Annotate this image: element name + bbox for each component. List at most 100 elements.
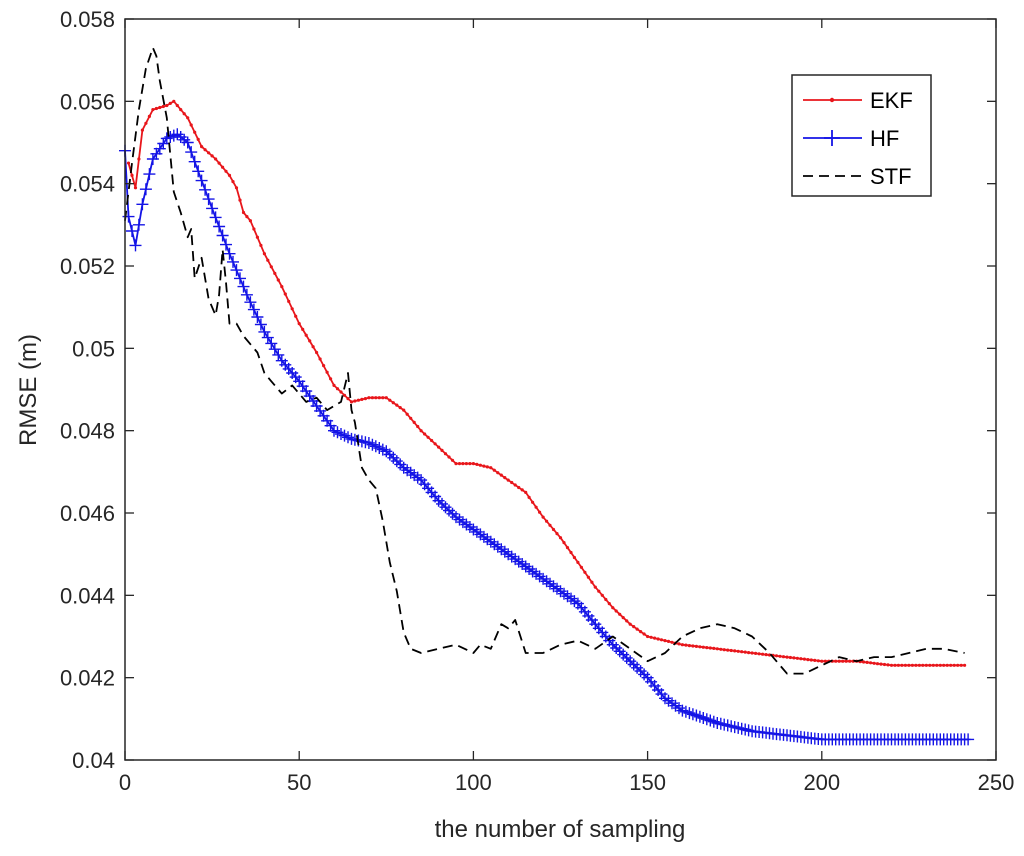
ekf-point-marker — [691, 644, 695, 648]
hf-point-marker — [143, 168, 156, 181]
ekf-point-marker — [531, 500, 535, 504]
ekf-point-marker — [221, 165, 225, 169]
x-tick-label: 100 — [455, 770, 492, 795]
ekf-point-marker — [475, 462, 479, 466]
ekf-point-marker — [266, 258, 270, 262]
ekf-point-marker — [304, 333, 308, 337]
ekf-point-marker — [489, 466, 493, 470]
legend-label-stf: STF — [870, 164, 912, 189]
ekf-point-marker — [781, 655, 786, 659]
ekf-point-marker — [565, 546, 570, 550]
ekf-point-marker — [600, 593, 604, 597]
hf-point-marker — [185, 146, 198, 159]
y-tick-label: 0.048 — [60, 419, 115, 444]
ekf-point-marker — [374, 396, 378, 400]
ekf-point-marker — [294, 314, 298, 318]
ekf-point-marker — [959, 663, 963, 667]
y-tick-label: 0.058 — [60, 7, 115, 32]
hf-point-marker — [234, 272, 246, 285]
hf-point-marker — [192, 165, 205, 178]
ekf-point-marker — [503, 476, 507, 480]
ekf-point-marker — [802, 657, 807, 661]
ekf-point-marker — [767, 653, 772, 657]
ekf-point-marker — [426, 435, 430, 439]
ekf-point-marker — [813, 658, 817, 663]
y-tick-label: 0.05 — [72, 336, 115, 361]
x-tick-label: 50 — [287, 770, 311, 795]
ekf-point-marker — [788, 655, 793, 660]
ekf-point-marker — [308, 339, 312, 343]
ekf-point-marker — [353, 399, 357, 403]
ekf-point-marker — [158, 105, 162, 110]
series-hf — [119, 128, 975, 746]
ekf-point-marker — [604, 597, 608, 602]
ekf-point-marker — [837, 659, 841, 663]
ekf-point-marker — [412, 420, 416, 424]
ekf-point-marker — [360, 397, 364, 401]
ekf-point-marker — [450, 458, 455, 462]
ekf-point-marker — [356, 398, 360, 402]
ekf-point-marker — [844, 659, 848, 663]
legend-entry-ekf: EKF — [803, 88, 913, 113]
ekf-point-marker — [137, 157, 141, 161]
hf-point-marker — [199, 183, 212, 196]
ekf-point-marker — [468, 462, 472, 466]
ekf-point-marker — [255, 235, 259, 239]
hf-point-marker — [129, 239, 142, 252]
ekf-point-marker — [322, 364, 326, 368]
ekf-point-marker — [179, 108, 183, 112]
hf-point-marker — [132, 218, 145, 231]
ekf-point-marker — [193, 130, 197, 134]
ekf-point-marker — [335, 387, 340, 391]
ekf-point-marker — [956, 663, 960, 667]
ekf-point-marker — [318, 357, 322, 361]
hf-point-marker — [220, 238, 232, 251]
ekf-point-marker — [729, 648, 733, 653]
ekf-point-marker — [792, 656, 796, 660]
ekf-point-marker — [196, 137, 200, 141]
ekf-point-marker — [754, 651, 758, 656]
ekf-point-marker — [632, 625, 636, 629]
ekf-point-marker — [910, 663, 915, 667]
ekf-point-marker — [248, 219, 252, 223]
ekf-point-marker — [914, 663, 918, 667]
series-ekf — [126, 99, 967, 667]
ekf-point-marker — [423, 432, 427, 436]
ekf-point-marker — [680, 643, 685, 647]
ekf-point-marker — [841, 659, 845, 663]
ekf-point-marker — [161, 104, 165, 109]
x-tick-label: 150 — [629, 770, 666, 795]
ekf-point-marker — [133, 186, 138, 190]
ekf-point-marker — [889, 663, 894, 667]
ekf-point-marker — [269, 265, 273, 269]
ekf-point-marker — [635, 627, 639, 631]
ekf-point-marker — [921, 663, 925, 667]
ekf-point-marker — [722, 648, 726, 652]
ekf-point-marker — [301, 327, 305, 331]
ekf-point-marker — [848, 659, 852, 663]
ekf-point-marker — [349, 400, 354, 404]
hf-point-marker — [247, 303, 260, 316]
ekf-point-marker — [471, 462, 475, 466]
ekf-point-marker — [165, 103, 169, 108]
series-line-stf — [124, 46, 965, 675]
hf-point-marker — [962, 733, 975, 746]
ekf-point-marker — [287, 299, 291, 303]
ekf-point-marker — [384, 396, 388, 400]
y-tick-label: 0.044 — [60, 583, 115, 608]
ekf-point-marker — [214, 157, 218, 161]
ekf-point-marker — [388, 398, 392, 402]
ekf-point-marker — [774, 654, 779, 658]
ekf-point-marker — [454, 462, 458, 466]
hf-point-marker — [139, 183, 152, 196]
ekf-point-marker — [708, 646, 712, 650]
ekf-point-marker — [433, 442, 437, 446]
ekf-point-marker — [241, 210, 246, 215]
ekf-point-marker — [405, 412, 409, 416]
ekf-point-marker — [607, 602, 611, 606]
y-tick-label: 0.056 — [60, 89, 115, 114]
ekf-point-marker — [280, 285, 284, 289]
ekf-point-marker — [482, 464, 486, 468]
ekf-point-marker — [806, 658, 810, 662]
